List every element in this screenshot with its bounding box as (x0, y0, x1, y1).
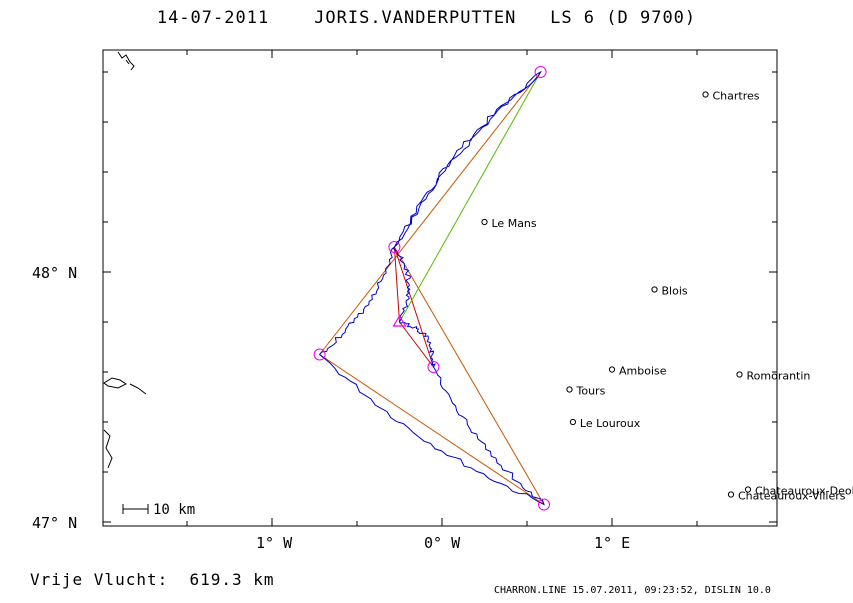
task-leg-inner (399, 321, 434, 368)
glider-name: LS 6 (D 9700) (550, 8, 697, 28)
city-label: Amboise (619, 365, 667, 378)
scale-label: 10 km (153, 502, 195, 518)
task-leg-inner (393, 246, 434, 368)
task-lines (319, 71, 545, 505)
lat-label-48: 48° N (32, 264, 77, 282)
task-leg-outer (319, 71, 541, 355)
city-label: Chateauroux-Villers (738, 490, 846, 503)
flight-date: 14-07-2011 (156, 8, 270, 28)
map-ticks (103, 50, 777, 526)
city-marker-icon (736, 371, 743, 378)
city-label: Le Louroux (580, 417, 641, 430)
pilot-name: JORIS.VANDERPUTTEN (314, 8, 517, 28)
city-marker-icon (566, 386, 573, 393)
distance-value: 619.3 km (189, 570, 275, 589)
city-marker-icon (608, 366, 616, 373)
task-leg-inner (393, 246, 400, 323)
city-marker-icon (702, 91, 709, 98)
city-marker-icon (569, 418, 577, 426)
turnpoints (313, 66, 550, 511)
map-frame (102, 49, 778, 527)
flight-track (318, 70, 545, 506)
lon-label-1e: 1° E (594, 534, 630, 552)
coastline (103, 51, 147, 469)
turnpoint-circle-icon (313, 348, 326, 361)
city-label: Romorantin (747, 370, 811, 383)
turnpoint-circle-icon (427, 361, 440, 373)
task-leg-green (399, 71, 542, 323)
city-marker-icon (481, 218, 488, 226)
city-marker-icon (744, 486, 752, 493)
task-leg-outer (319, 354, 545, 505)
footer-info: CHARRON.LINE 15.07.2011, 09:23:52, DISLI… (494, 585, 771, 596)
flight-header: 14-07-2011 JORIS.VANDERPUTTEN LS 6 (D 97… (0, 8, 853, 28)
lon-label-0w: 0° W (424, 534, 461, 552)
turnpoint-circle-icon (538, 498, 550, 511)
turnpoint-circle-icon (534, 66, 547, 78)
city-label: Le Mans (492, 217, 537, 230)
city-marker-icon (651, 286, 658, 293)
city-label: Blois (662, 285, 688, 298)
city-label: Tours (576, 385, 606, 398)
city-label: Chateauroux-Deols (755, 485, 853, 498)
turnpoint-circle-icon (388, 241, 401, 253)
distance-label: Vrije Vlucht: (30, 570, 169, 589)
city-marker-icon (727, 491, 735, 498)
lat-label-47: 47° N (32, 514, 77, 532)
start-triangle-icon (392, 314, 407, 327)
task-leg-outer (393, 246, 545, 505)
city-label: Chartres (713, 90, 760, 103)
cities: Chartres Le Mans Blois Amboise Romorantin Tou… (481, 90, 853, 503)
distance-readout: Vrije Vlucht: 619.3 km (30, 570, 275, 589)
lon-label-1w: 1° W (256, 534, 293, 552)
scale-bar (122, 504, 149, 514)
